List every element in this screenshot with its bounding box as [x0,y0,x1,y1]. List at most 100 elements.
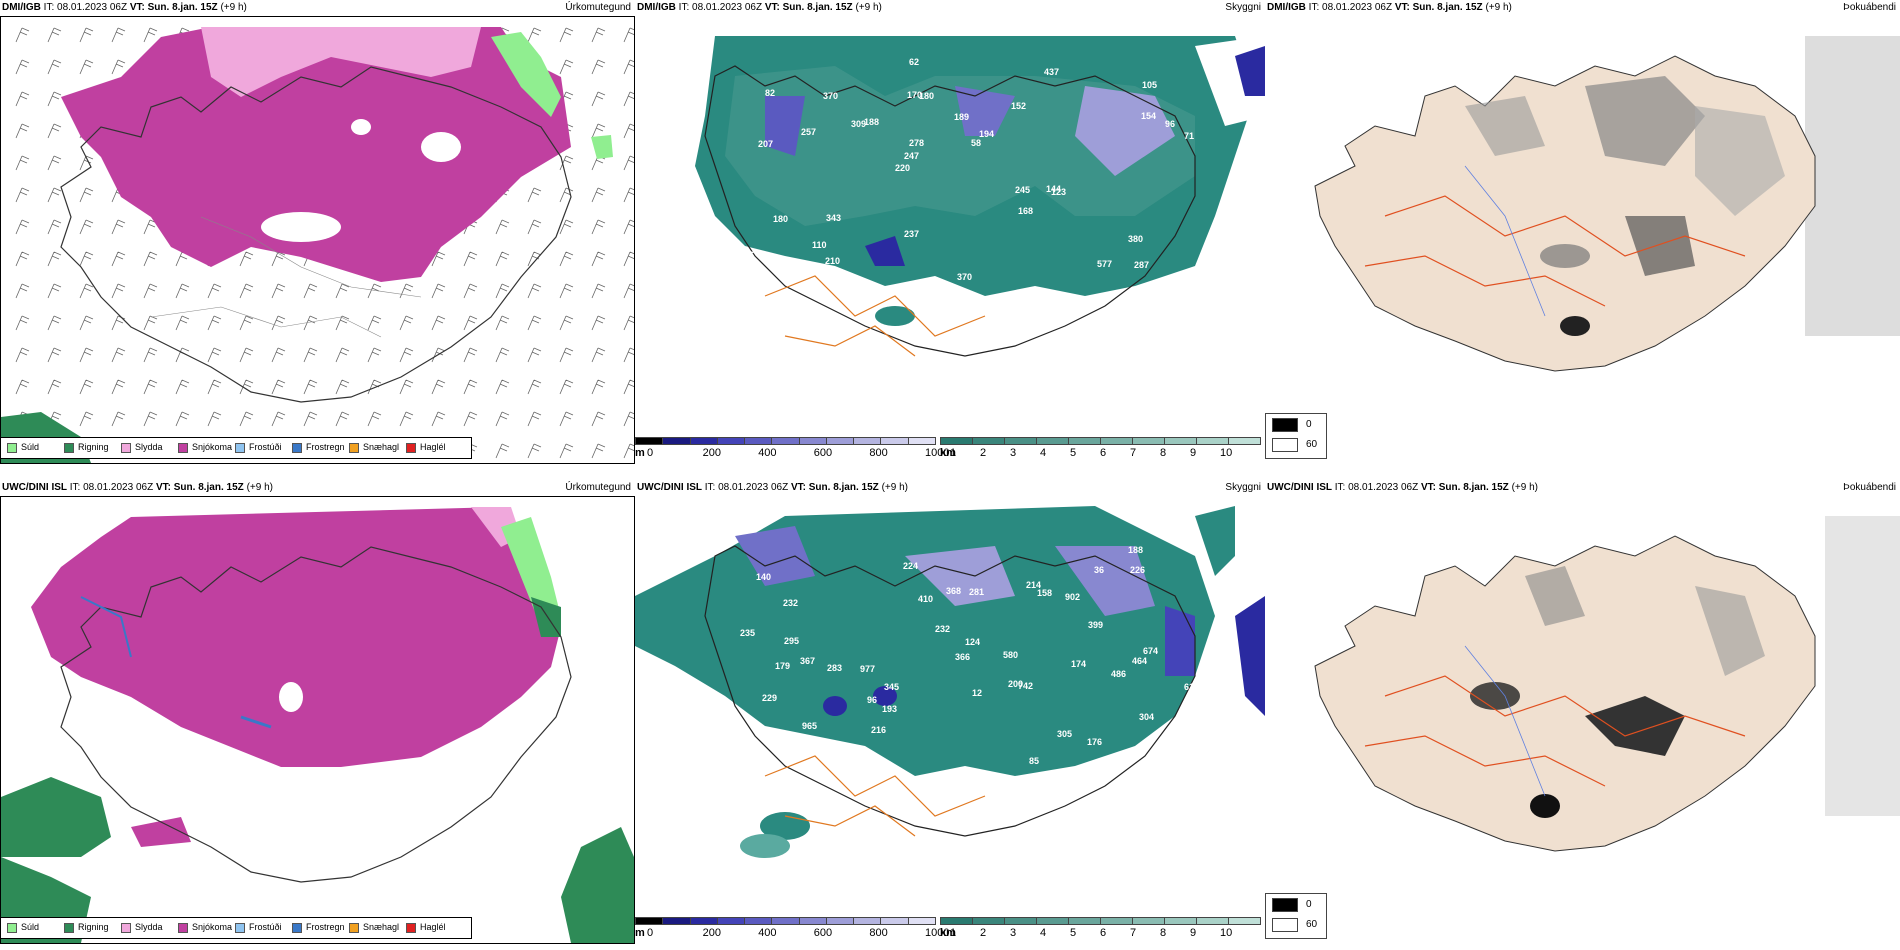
wind-barb [495,347,510,363]
init-time: IT: 08.01.2023 06Z [704,482,789,493]
colorbar-segment [1228,917,1261,925]
valid-time: VT: Sun. 8.jan. 15Z [1394,2,1483,13]
legend-label: Súld [21,922,40,932]
fog-legend-label-60: 60 [1306,919,1318,930]
wind-barb [47,59,62,75]
wind-barb [207,347,222,363]
fog-legend-swatch-0 [1272,898,1298,912]
wind-barb [335,411,350,427]
colorbar-segment [1068,917,1101,925]
wind-barb [399,379,414,395]
wind-barb [79,27,94,43]
colorbar-tick-label: 600 [813,927,833,939]
colorbar-tick-label: 2 [980,927,987,939]
wind-barb [143,379,158,395]
wind-barb [559,283,574,299]
wind-barb [271,283,286,299]
wind-barb [47,155,62,171]
cloud-base-label: 82 [765,88,775,98]
cloud-base-label: 245 [1015,185,1030,195]
wind-barb [79,411,94,427]
wind-barb [239,411,254,427]
wind-barb [47,379,62,395]
panel-header: DMI/IGB IT: 08.01.2023 06Z VT: Sun. 8.ja… [1265,0,1900,16]
wind-barb [463,379,478,395]
wind-barb [111,283,126,299]
cloud-base-label: 105 [1142,80,1157,90]
wind-barb [47,251,62,267]
wind-barb [79,187,94,203]
model-name: UWC/DINI ISL [1267,482,1332,493]
cloud-base-label: 174 [1071,659,1086,669]
colorbar-segment [1100,437,1133,445]
cloud-base-label: 180 [773,214,788,224]
wind-barb [399,283,414,299]
colorbar-segment [1196,437,1229,445]
colorbar-tick-label: 400 [758,927,777,939]
wind-barb [111,27,126,43]
wind-barb [495,315,510,331]
colorbar-tick-label: 10 [1220,927,1233,939]
wind-barb [527,379,542,395]
wind-barb [303,347,318,363]
wind-barb [271,315,286,331]
wind-barb [623,27,634,43]
wind-barb [623,411,634,427]
lead-time: (+9 h) [881,482,908,493]
panel-header: DMI/IGB IT: 08.01.2023 06Z VT: Sun. 8.ja… [0,0,635,16]
cloud-base-label: 410 [918,594,933,604]
legend-swatch [406,923,416,933]
cloud-base-label: 200 [1008,679,1023,689]
colorbar-tick-label: 8 [1160,447,1167,459]
fog-legend-label-60: 60 [1306,439,1318,450]
wind-barb [175,379,190,395]
wind-barb [15,251,30,267]
cloud-base-label: 216 [871,725,886,735]
colorbar-segment [907,437,936,445]
wind-barb [431,251,446,267]
cloud-base-label: 309 [851,119,866,129]
wind-barb [623,219,634,235]
valid-time: VT: Sun. 8.jan. 15Z [129,2,218,13]
wind-barb [559,315,574,331]
cloud-base-label: 464 [1132,656,1147,666]
cloud-map: 287 207 105 220 152 113 170 189 180 188 176 110 180 1… [635,16,1265,436]
wind-barb [207,283,222,299]
lead-time: (+9 h) [246,482,273,493]
wind-barb [111,59,126,75]
colorbar-tick-label: 400 [758,447,777,459]
fog-legend-swatch-60 [1272,438,1298,452]
wind-barb [175,283,190,299]
wind-barb [47,315,62,331]
wind-barb [367,315,382,331]
fog-panel-row1: DMI/IGB IT: 08.01.2023 06Z VT: Sun. 8.ja… [1265,0,1900,470]
model-name: DMI/IGB [637,2,676,13]
wind-barb [111,219,126,235]
wind-barb [335,379,350,395]
colorbar-segment [1132,437,1165,445]
wind-barb [367,411,382,427]
colorbar-segment [1164,917,1197,925]
wind-barb [623,283,634,299]
cloud-base-label: 247 [904,151,919,161]
colorbar-segment [771,437,800,445]
wind-barb [527,283,542,299]
wind-barb [527,443,542,459]
wind-barb [463,251,478,267]
legend-label: Rigning [78,922,109,932]
fog-legend-label-0: 0 [1306,419,1312,430]
wind-barb [623,315,634,331]
wind-barb [15,155,30,171]
cloud-base-colorbar: m 0 200 400 600 800 1000 [635,437,949,467]
colorbar-tick-label: 1 [950,447,957,459]
wind-barb [463,347,478,363]
colorbar-segment [825,917,855,925]
wind-barb [239,315,254,331]
wind-barb [207,411,222,427]
cloud-base-label: 281 [969,587,984,597]
cloud-base-label: 176 [739,250,754,260]
cloud-base-label: 380 [1128,234,1143,244]
cloud-base-label: 152 [1011,101,1026,111]
panel-header: DMI/IGB IT: 08.01.2023 06Z VT: Sun. 8.ja… [635,0,1265,16]
wind-barb [111,347,126,363]
